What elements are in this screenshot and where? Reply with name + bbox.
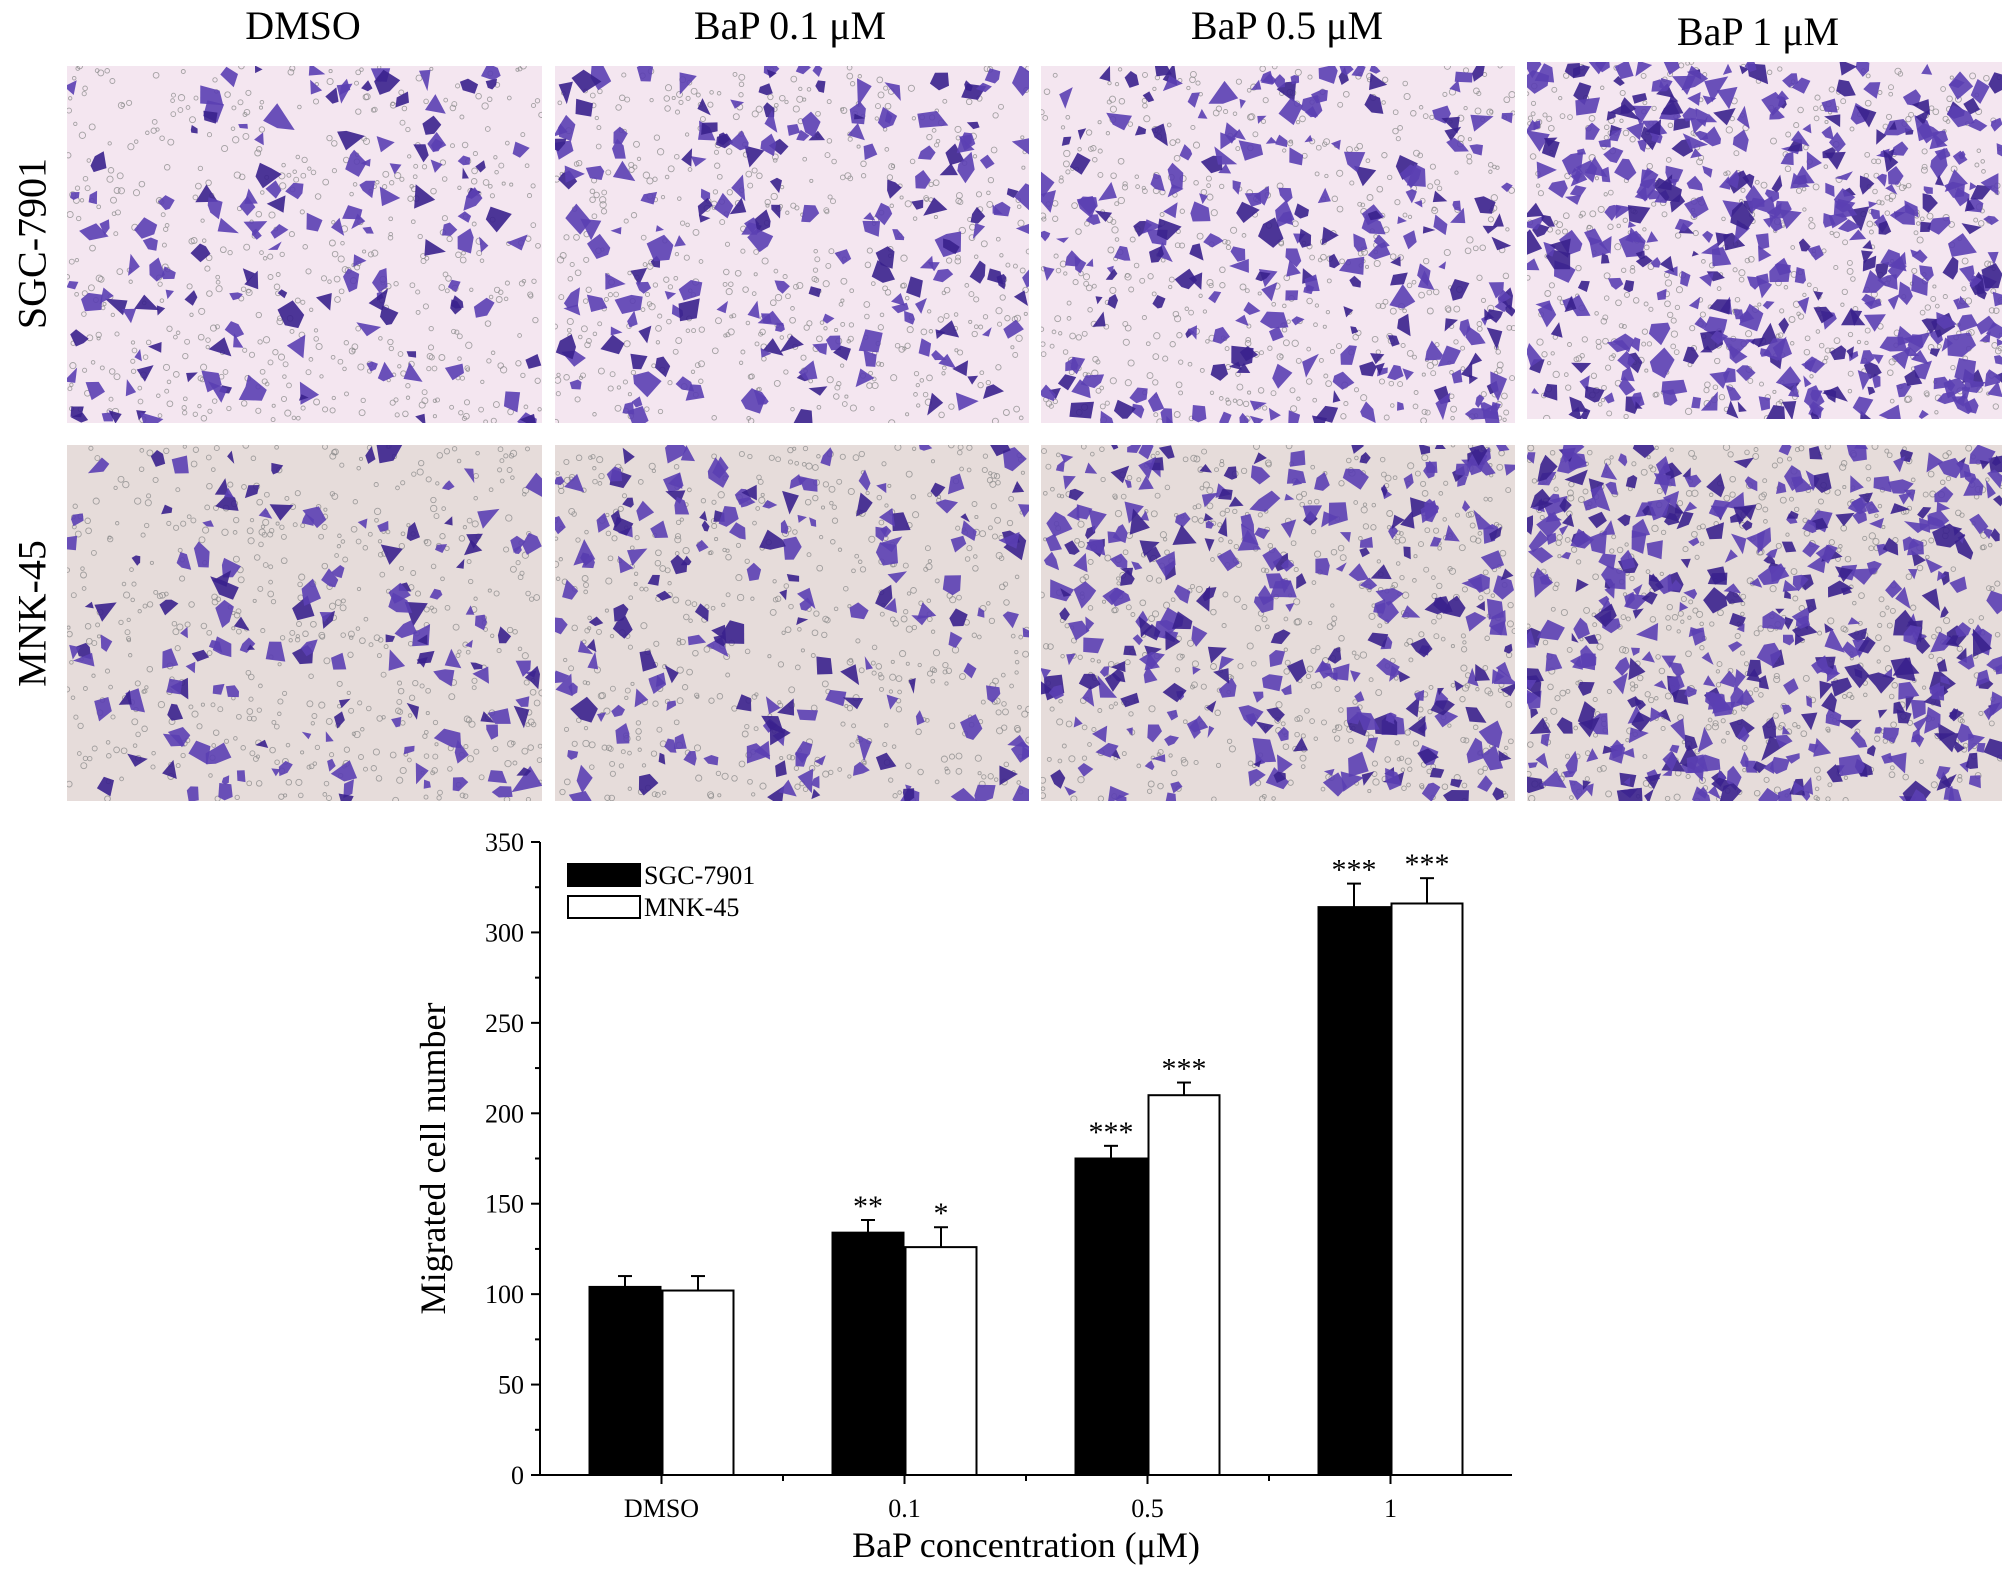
y-tick-label: 150 xyxy=(485,1190,524,1219)
column-title-bap-1: BaP 1 μM xyxy=(1676,9,1840,54)
bar-mnk-45-3 xyxy=(1390,902,1464,1476)
bar-sgc-7901-1 xyxy=(831,1231,905,1477)
x-tick-label: 1 xyxy=(1384,1494,1397,1523)
significance-marker: *** xyxy=(1405,848,1450,881)
y-axis-title: Migrated cell number xyxy=(413,1003,453,1315)
x-axis-title: BaP concentration (μM) xyxy=(852,1525,1200,1565)
significance-marker: *** xyxy=(1089,1116,1134,1149)
legend-label: SGC-7901 xyxy=(644,861,755,890)
micrograph-mnk-45-bap-0-5 xyxy=(1041,445,1515,801)
bar-mnk-45-1 xyxy=(904,1246,978,1476)
bar-mnk-45-2 xyxy=(1147,1094,1221,1476)
legend-swatch-sgc-7901 xyxy=(567,863,641,887)
x-tick-label: 0.5 xyxy=(1131,1494,1164,1523)
y-tick-label: 50 xyxy=(498,1371,524,1400)
micrograph-mnk-45-bap-0-1 xyxy=(555,445,1029,801)
micrograph-mnk-45-dmso xyxy=(67,445,542,801)
micrograph-sgc-7901-bap-1 xyxy=(1527,62,2002,419)
column-title-bap-0-5: BaP 0.5 μM xyxy=(1190,3,1384,48)
y-tick-label: 350 xyxy=(485,828,524,857)
bar-sgc-7901-3 xyxy=(1317,906,1391,1476)
significance-marker: ** xyxy=(853,1190,883,1223)
chart-legend: SGC-7901 MNK-45 xyxy=(567,861,755,922)
legend-swatch-mnk-45 xyxy=(567,895,641,919)
x-tick-label: DMSO xyxy=(624,1494,699,1523)
chart-bars xyxy=(588,877,1464,1477)
y-tick-label: 250 xyxy=(485,1009,524,1038)
bar-sgc-7901-0 xyxy=(588,1285,662,1476)
micrograph-sgc-7901-dmso xyxy=(67,66,542,423)
column-title-bap-0-1: BaP 0.1 μM xyxy=(693,3,887,48)
micrograph-sgc-7901-bap-0-5 xyxy=(1041,66,1515,423)
bar-mnk-45-0 xyxy=(661,1289,735,1477)
micrograph-sgc-7901-bap-0-1 xyxy=(555,66,1029,423)
legend-label: MNK-45 xyxy=(644,893,739,922)
micrograph-mnk-45-bap-1 xyxy=(1527,445,2002,801)
y-tick-label: 300 xyxy=(485,918,524,947)
bar-sgc-7901-2 xyxy=(1074,1157,1148,1476)
y-tick-label: 200 xyxy=(485,1099,524,1128)
y-tick-label: 0 xyxy=(511,1461,524,1490)
significance-marker: *** xyxy=(1162,1053,1207,1086)
significance-marker: * xyxy=(934,1197,949,1230)
column-title-dmso: DMSO xyxy=(245,3,361,48)
y-tick-label: 100 xyxy=(485,1280,524,1309)
significance-marker: *** xyxy=(1332,854,1377,887)
x-tick-label: 0.1 xyxy=(888,1494,921,1523)
